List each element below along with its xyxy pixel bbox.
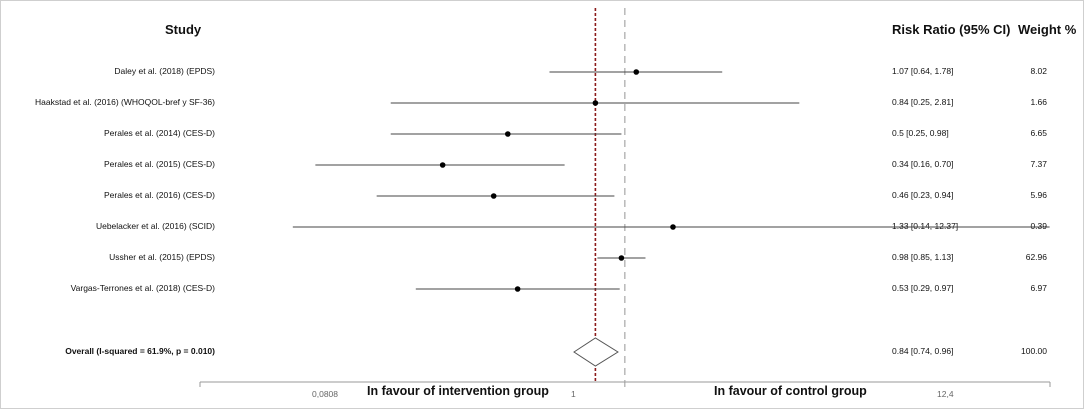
effect-point-6 (618, 255, 625, 261)
header-study: Study (165, 22, 202, 37)
risk-ratio-text-0: 1.07 [0.64, 1.78] (892, 66, 954, 76)
study-label-0: Daley et al. (2018) (EPDS) (114, 66, 215, 76)
weight-text-6: 62.96 (1025, 252, 1047, 262)
study-label-3: Perales et al. (2015) (CES-D) (103, 159, 215, 169)
weight-text-1: 1.66 (1030, 97, 1047, 107)
study-label-2: Perales et al. (2014) (CES-D) (103, 128, 215, 138)
overall-diamond (573, 337, 619, 367)
risk-ratio-text-1: 0.84 [0.25, 2.81] (892, 97, 954, 107)
effect-point-4 (490, 193, 497, 199)
tick-label-null: 1 (571, 389, 576, 399)
risk-ratio-text-7: 0.53 [0.29, 0.97] (892, 283, 954, 293)
risk-ratio-text-5: 1.33 [0.14, 12.37] (892, 221, 959, 231)
effect-point-2 (504, 131, 511, 137)
tick-label-min: 0,0808 (312, 389, 338, 399)
weight-text-2: 6.65 (1030, 128, 1047, 138)
overall-label: Overall (I-squared = 61.9%, p = 0.010) (65, 346, 215, 356)
risk-ratio-text-4: 0.46 [0.23, 0.94] (892, 190, 954, 200)
risk-ratio-text-3: 0.34 [0.16, 0.70] (892, 159, 954, 169)
study-label-5: Uebelacker et al. (2016) (SCID) (95, 221, 215, 231)
favour-intervention-label: In favour of intervention group (367, 384, 549, 398)
overall-weight-text: 100.00 (1021, 346, 1047, 356)
effect-point-7 (514, 286, 521, 292)
tick-label-max: 12,4 (937, 389, 954, 399)
risk-ratio-text-2: 0.5 [0.25, 0.98] (892, 128, 949, 138)
overall-risk-ratio-text: 0.84 [0.74, 0.96] (892, 346, 954, 356)
effect-point-3 (439, 162, 446, 168)
weight-text-0: 8.02 (1030, 66, 1047, 76)
weight-text-3: 7.37 (1030, 159, 1047, 169)
header-risk-ratio: Risk Ratio (95% CI) (892, 22, 1011, 37)
study-label-7: Vargas-Terrones et al. (2018) (CES-D) (70, 283, 215, 293)
favour-control-label: In favour of control group (714, 384, 867, 398)
study-label-1: Haakstad et al. (2016) (WHOQOL-bref y SF… (35, 97, 215, 107)
weight-text-5: 0.39 (1030, 221, 1047, 231)
effect-point-5 (670, 224, 676, 230)
weight-text-7: 6.97 (1030, 283, 1047, 293)
study-label-6: Ussher et al. (2015) (EPDS) (109, 252, 215, 262)
effect-point-1 (592, 100, 599, 106)
study-label-4: Perales et al. (2016) (CES-D) (103, 190, 215, 200)
header-weight: Weight % (1018, 22, 1077, 37)
weight-text-4: 5.96 (1030, 190, 1047, 200)
effect-point-0 (633, 69, 640, 75)
risk-ratio-text-6: 0.98 [0.85, 1.13] (892, 252, 954, 262)
